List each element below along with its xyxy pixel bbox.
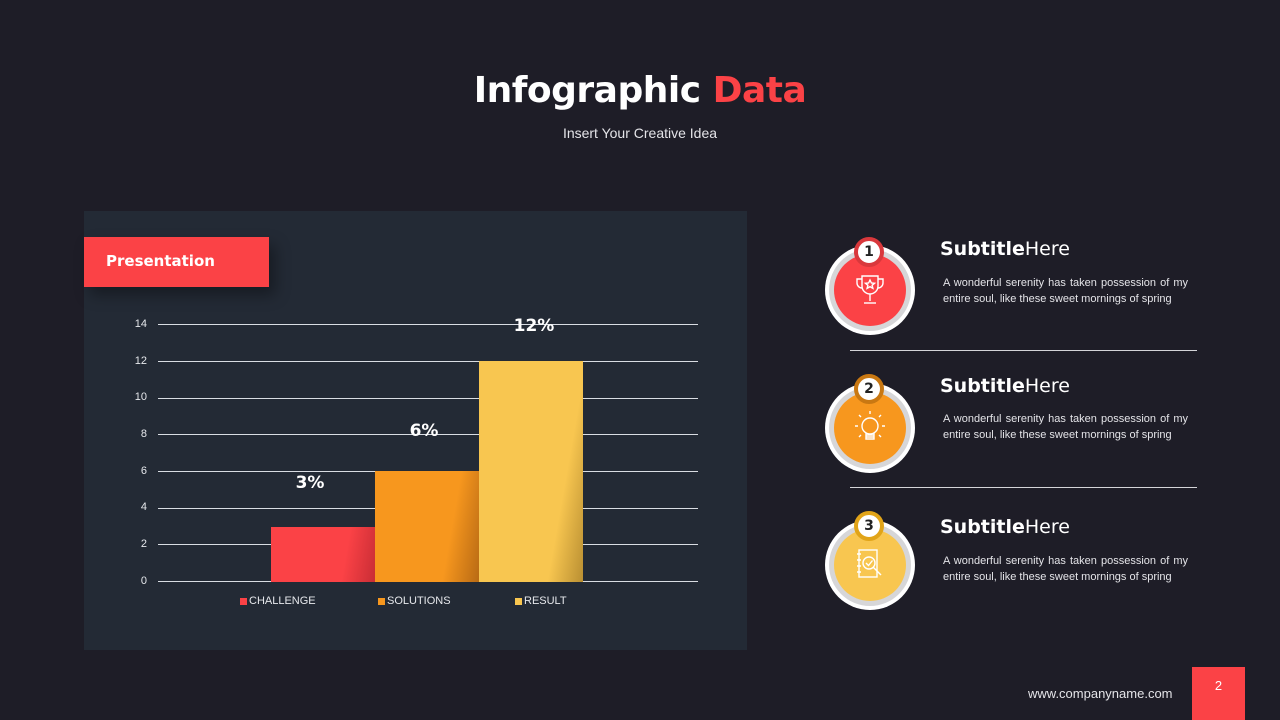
item-description: A wonderful serenity has taken possessio… <box>943 277 1188 305</box>
item-title-regular: Here <box>1024 516 1070 538</box>
y-tick-label: 8 <box>140 428 147 440</box>
document-search-icon <box>857 549 882 578</box>
legend-swatch <box>378 597 385 605</box>
footer-url[interactable]: www.companyname.com <box>1028 686 1173 701</box>
panel-tag: Presentation <box>84 237 269 287</box>
y-tick-label: 6 <box>140 465 147 477</box>
bar-challenge <box>271 527 375 582</box>
item-title: SubtitleHere <box>940 238 1070 260</box>
y-tick-label: 14 <box>134 318 147 330</box>
item-description: A wonderful serenity has taken possessio… <box>943 413 1188 441</box>
y-tick-label: 0 <box>140 575 147 587</box>
gridline <box>158 434 698 435</box>
item-description: A wonderful serenity has taken possessio… <box>943 555 1188 583</box>
y-tick-label: 2 <box>140 538 147 550</box>
legend-swatch <box>515 597 522 605</box>
item-title-regular: Here <box>1024 375 1070 397</box>
item-number-badge: 2 <box>854 374 884 404</box>
item-number-badge: 1 <box>854 237 884 267</box>
item-title-bold: Subtitle <box>940 516 1025 538</box>
circle-fill <box>834 529 906 601</box>
legend-swatch <box>240 597 247 605</box>
slide-title: Infographic Data <box>0 70 1280 111</box>
trophy-icon <box>856 275 884 304</box>
item-title: SubtitleHere <box>940 516 1070 538</box>
data-label: 6% <box>409 421 439 441</box>
data-label: 12% <box>513 316 555 336</box>
legend-item-solutions: SOLUTIONS <box>378 595 451 607</box>
page-number: 2 <box>1192 667 1245 720</box>
legend-item-result: RESULT <box>515 595 567 607</box>
y-tick-label: 12 <box>134 355 147 367</box>
panel-tag-label: Presentation <box>106 252 215 270</box>
title-main: Infographic <box>473 70 701 111</box>
divider <box>850 487 1197 488</box>
legend-label: CHALLENGE <box>249 595 316 607</box>
item-number-badge: 3 <box>854 511 884 541</box>
slide-subtitle: Insert Your Creative Idea <box>562 125 718 141</box>
title-accent: Data <box>712 70 807 111</box>
gridline <box>158 324 698 325</box>
item-title: SubtitleHere <box>940 375 1070 397</box>
circle-fill <box>834 392 906 464</box>
y-tick-label: 10 <box>134 391 147 403</box>
legend-label: RESULT <box>524 595 567 607</box>
lightbulb-icon <box>855 411 885 440</box>
bar-solutions <box>375 471 479 582</box>
legend-label: SOLUTIONS <box>387 595 451 607</box>
gridline <box>158 361 698 362</box>
divider <box>850 350 1197 351</box>
bar-result <box>479 361 583 582</box>
y-tick-label: 4 <box>140 501 147 513</box>
gridline <box>158 398 698 399</box>
item-title-regular: Here <box>1024 238 1070 260</box>
data-label: 3% <box>295 473 325 493</box>
item-title-bold: Subtitle <box>940 238 1025 260</box>
item-title-bold: Subtitle <box>940 375 1025 397</box>
legend-item-challenge: CHALLENGE <box>240 595 316 607</box>
